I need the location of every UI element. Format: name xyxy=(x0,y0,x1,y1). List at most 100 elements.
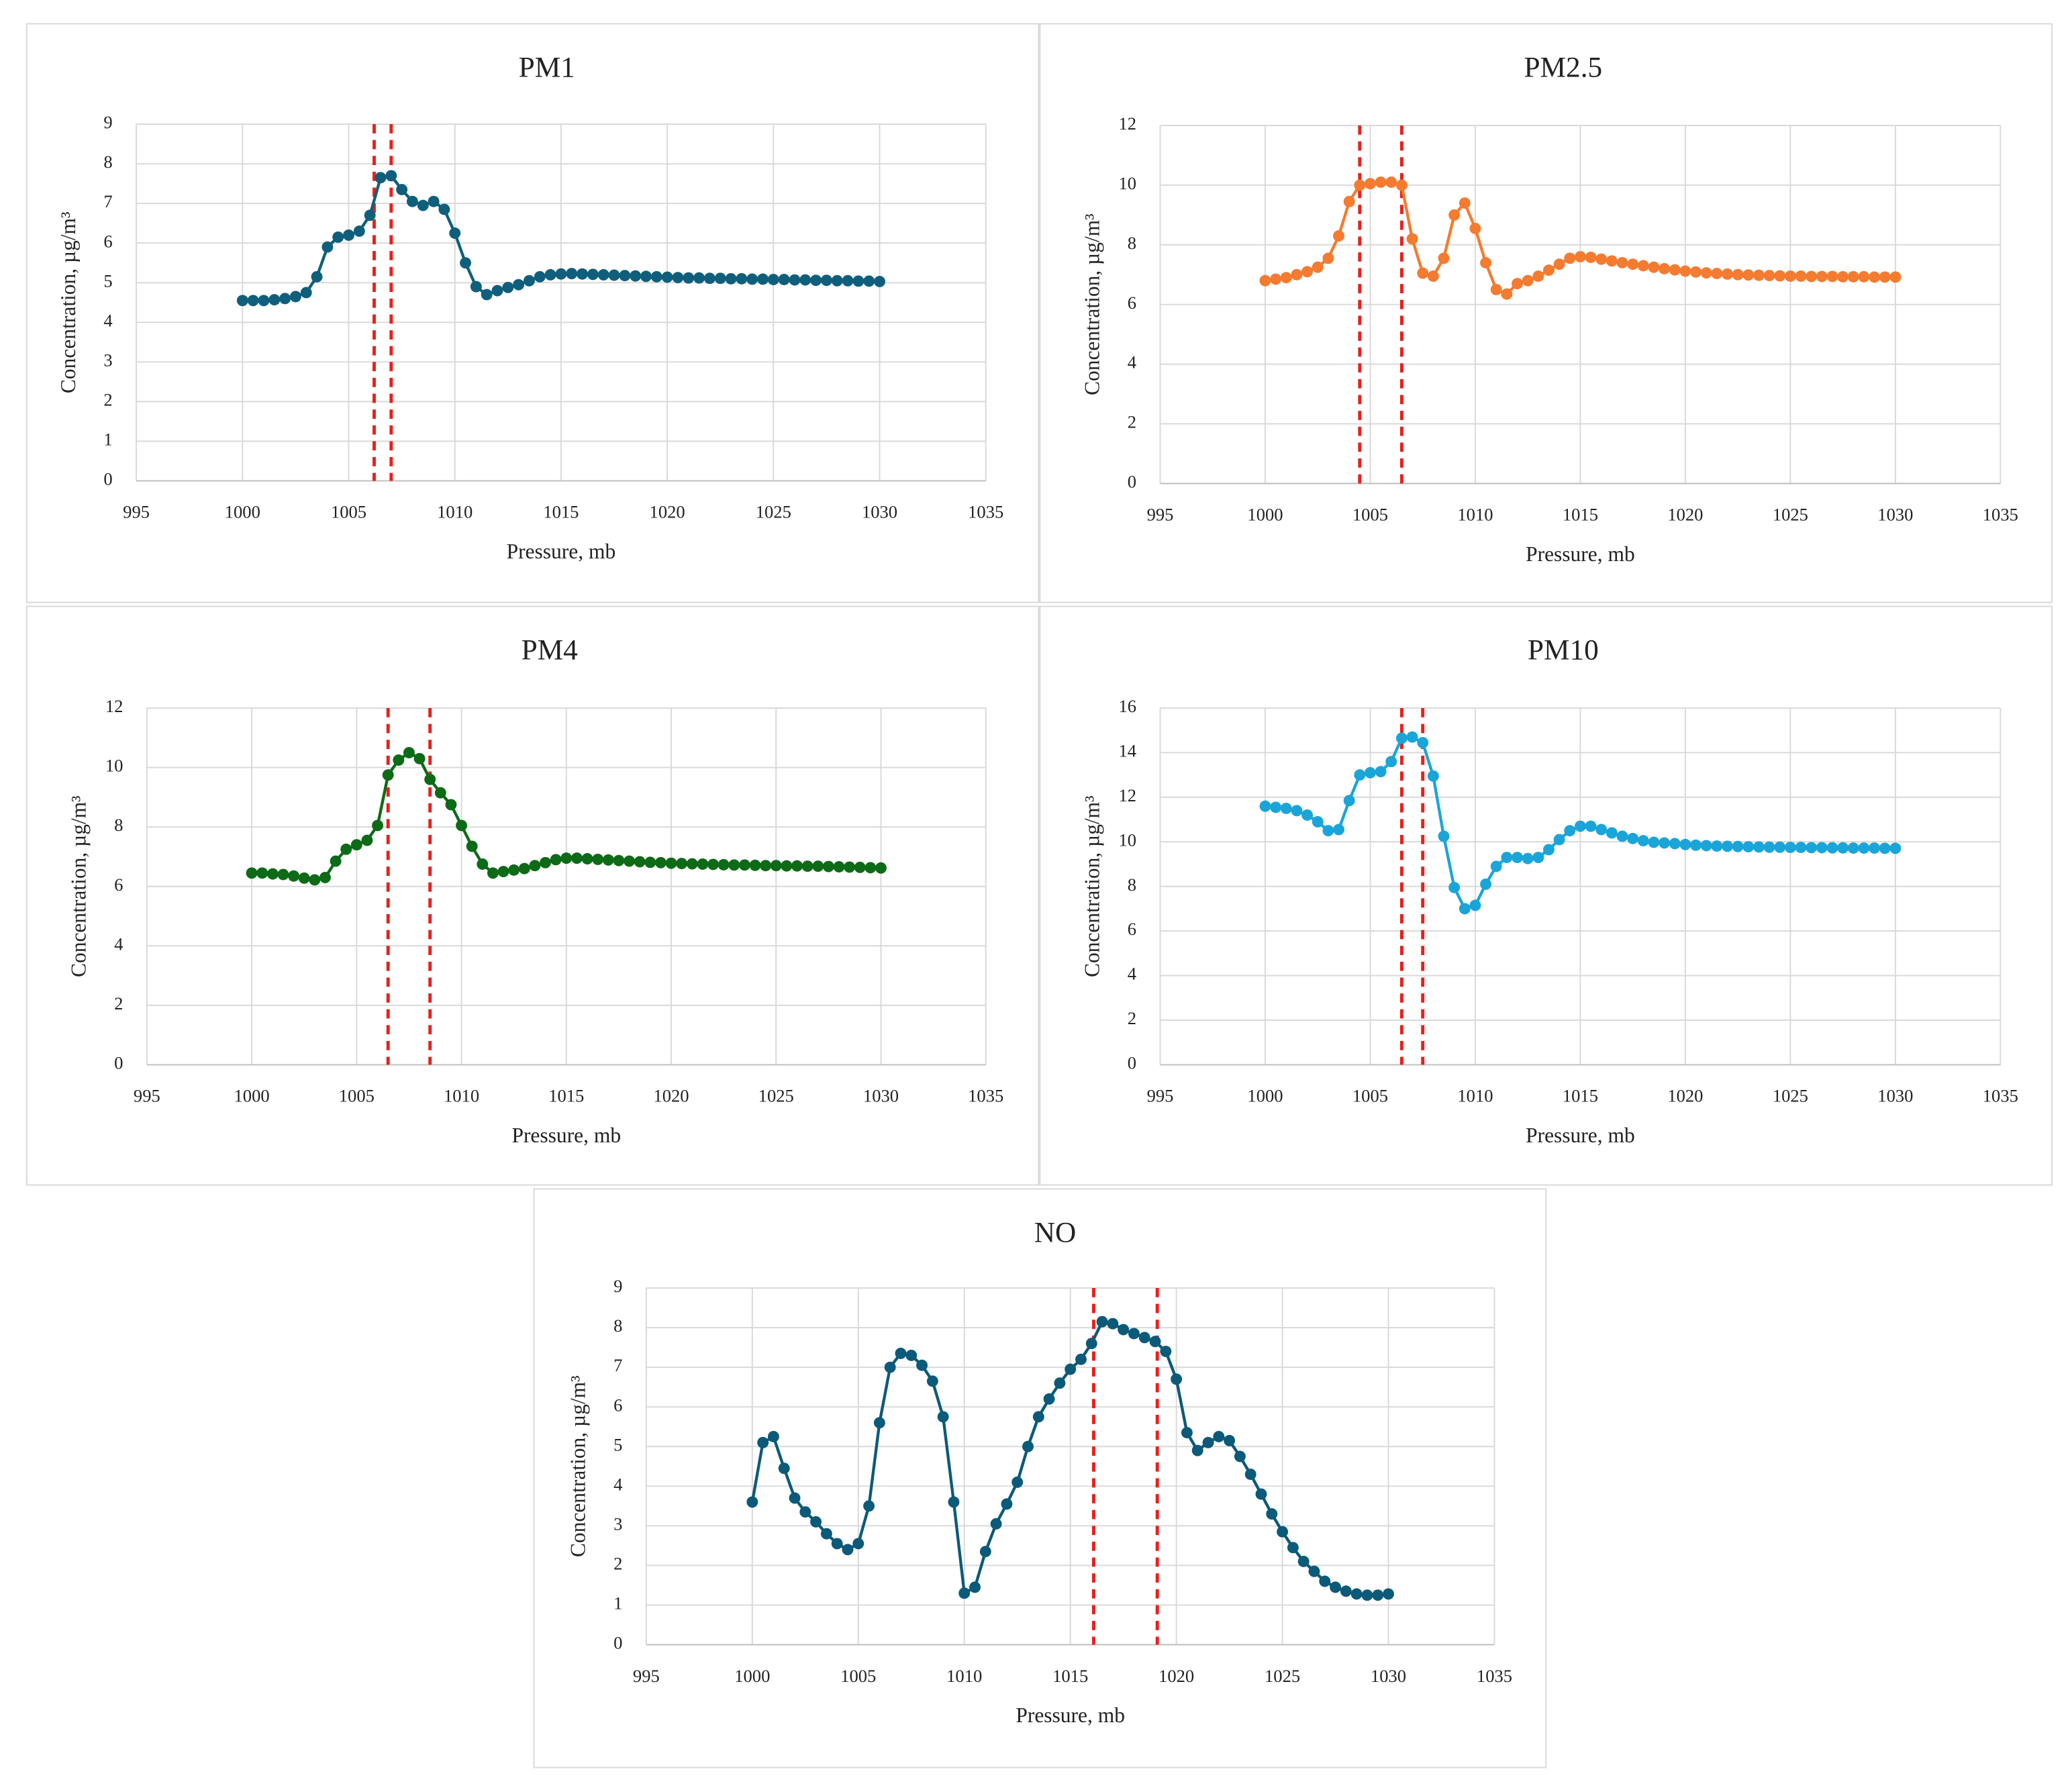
data-point xyxy=(353,225,365,237)
y-tick-label: 6 xyxy=(114,875,123,895)
data-point xyxy=(874,275,885,287)
data-point xyxy=(1595,824,1608,836)
data-point xyxy=(1340,1585,1352,1597)
data-point xyxy=(571,852,583,864)
data-point xyxy=(1270,273,1282,285)
y-axis-label: Concentration, µg/m³ xyxy=(1080,213,1103,395)
chart-title: PM1 xyxy=(519,51,575,83)
data-point xyxy=(1375,766,1387,778)
data-point xyxy=(1595,253,1608,265)
data-point xyxy=(560,852,573,864)
data-point xyxy=(676,858,688,870)
data-point xyxy=(1858,270,1870,283)
data-point xyxy=(1385,756,1397,768)
data-point xyxy=(1522,852,1534,864)
chart-title: PM4 xyxy=(522,634,578,666)
x-tick-label: 1020 xyxy=(1158,1666,1194,1686)
data-point xyxy=(1879,271,1891,283)
data-point xyxy=(1532,270,1544,282)
x-tick-label: 995 xyxy=(1147,1086,1174,1106)
data-point xyxy=(566,268,578,280)
data-point xyxy=(445,799,457,811)
data-point xyxy=(852,1538,865,1550)
data-point xyxy=(470,281,482,293)
x-tick-label: 1035 xyxy=(1983,1086,2018,1106)
data-point xyxy=(481,289,493,301)
x-tick-label: 1000 xyxy=(734,1666,770,1686)
data-point xyxy=(1837,842,1849,854)
data-point xyxy=(497,866,509,878)
data-point xyxy=(1690,839,1702,851)
data-point xyxy=(778,1462,790,1475)
data-point xyxy=(1553,258,1565,270)
y-tick-label: 4 xyxy=(1128,352,1136,372)
data-point xyxy=(372,819,384,832)
y-tick-label: 6 xyxy=(1128,293,1136,313)
data-point xyxy=(424,773,436,785)
y-tick-label: 1 xyxy=(613,1593,622,1613)
y-tick-label: 6 xyxy=(1128,919,1136,939)
data-point xyxy=(1574,820,1586,832)
data-point xyxy=(1732,268,1744,281)
panel-frame xyxy=(1039,23,2053,603)
data-point xyxy=(1858,842,1870,854)
data-point xyxy=(1385,176,1397,188)
x-tick-label: 995 xyxy=(633,1666,660,1686)
data-point xyxy=(1574,251,1586,263)
data-point xyxy=(268,294,281,306)
x-tick-label: 995 xyxy=(134,1086,160,1106)
y-tick-label: 8 xyxy=(1128,875,1136,895)
data-point xyxy=(844,861,856,873)
data-point xyxy=(1395,732,1408,744)
data-point xyxy=(767,274,779,285)
x-tick-label: 1035 xyxy=(968,1086,1003,1106)
chart-title: PM10 xyxy=(1528,634,1599,666)
data-point xyxy=(1522,275,1534,287)
x-tick-label: 1000 xyxy=(1247,505,1283,525)
data-point xyxy=(246,867,258,879)
data-point xyxy=(749,859,761,871)
data-point xyxy=(1297,1556,1310,1567)
y-tick-label: 2 xyxy=(103,389,112,409)
data-point xyxy=(1847,270,1859,283)
data-point xyxy=(581,853,593,864)
y-tick-label: 5 xyxy=(103,270,112,291)
data-point xyxy=(361,834,373,846)
data-point xyxy=(1280,272,1292,284)
data-point xyxy=(1448,881,1461,893)
data-point xyxy=(403,746,415,758)
y-tick-label: 2 xyxy=(1128,412,1136,432)
data-point xyxy=(1322,825,1334,837)
y-tick-label: 9 xyxy=(613,1276,622,1296)
x-axis-label: Pressure, mb xyxy=(511,1124,621,1147)
data-point xyxy=(1659,262,1671,275)
data-point xyxy=(1365,178,1376,190)
data-point xyxy=(1459,903,1471,915)
data-point xyxy=(852,275,865,287)
data-point xyxy=(300,287,312,299)
data-point xyxy=(1795,842,1807,854)
data-point xyxy=(350,839,362,851)
data-point xyxy=(1270,801,1282,813)
data-point xyxy=(979,1546,991,1558)
x-tick-label: 1015 xyxy=(1563,505,1598,525)
y-tick-label: 0 xyxy=(1128,471,1136,491)
data-point xyxy=(577,268,589,280)
data-point xyxy=(1255,1488,1267,1500)
data-point xyxy=(1375,176,1387,188)
data-point xyxy=(1543,844,1555,856)
data-point xyxy=(948,1496,960,1508)
data-point xyxy=(438,203,450,215)
data-point xyxy=(801,860,813,873)
chart-panel: PM1 0 1 2 3 4 5 6 7 8 9 995 1000 1005 1010 1015 1020 1025… xyxy=(26,23,1040,603)
data-point xyxy=(1138,1332,1150,1344)
x-tick-label: 1030 xyxy=(862,502,897,522)
data-point xyxy=(738,859,750,871)
data-point xyxy=(650,270,662,283)
data-point xyxy=(640,270,652,283)
x-tick-label: 1020 xyxy=(650,502,685,522)
data-point xyxy=(1383,1588,1394,1600)
data-point xyxy=(1711,840,1723,852)
data-point xyxy=(364,209,376,221)
